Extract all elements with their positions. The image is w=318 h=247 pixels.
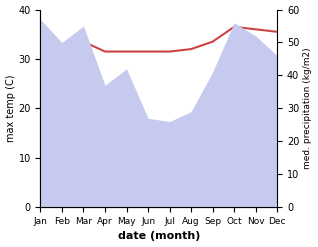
Y-axis label: med. precipitation (kg/m2): med. precipitation (kg/m2) <box>303 48 313 169</box>
Y-axis label: max temp (C): max temp (C) <box>5 75 16 142</box>
X-axis label: date (month): date (month) <box>118 231 200 242</box>
